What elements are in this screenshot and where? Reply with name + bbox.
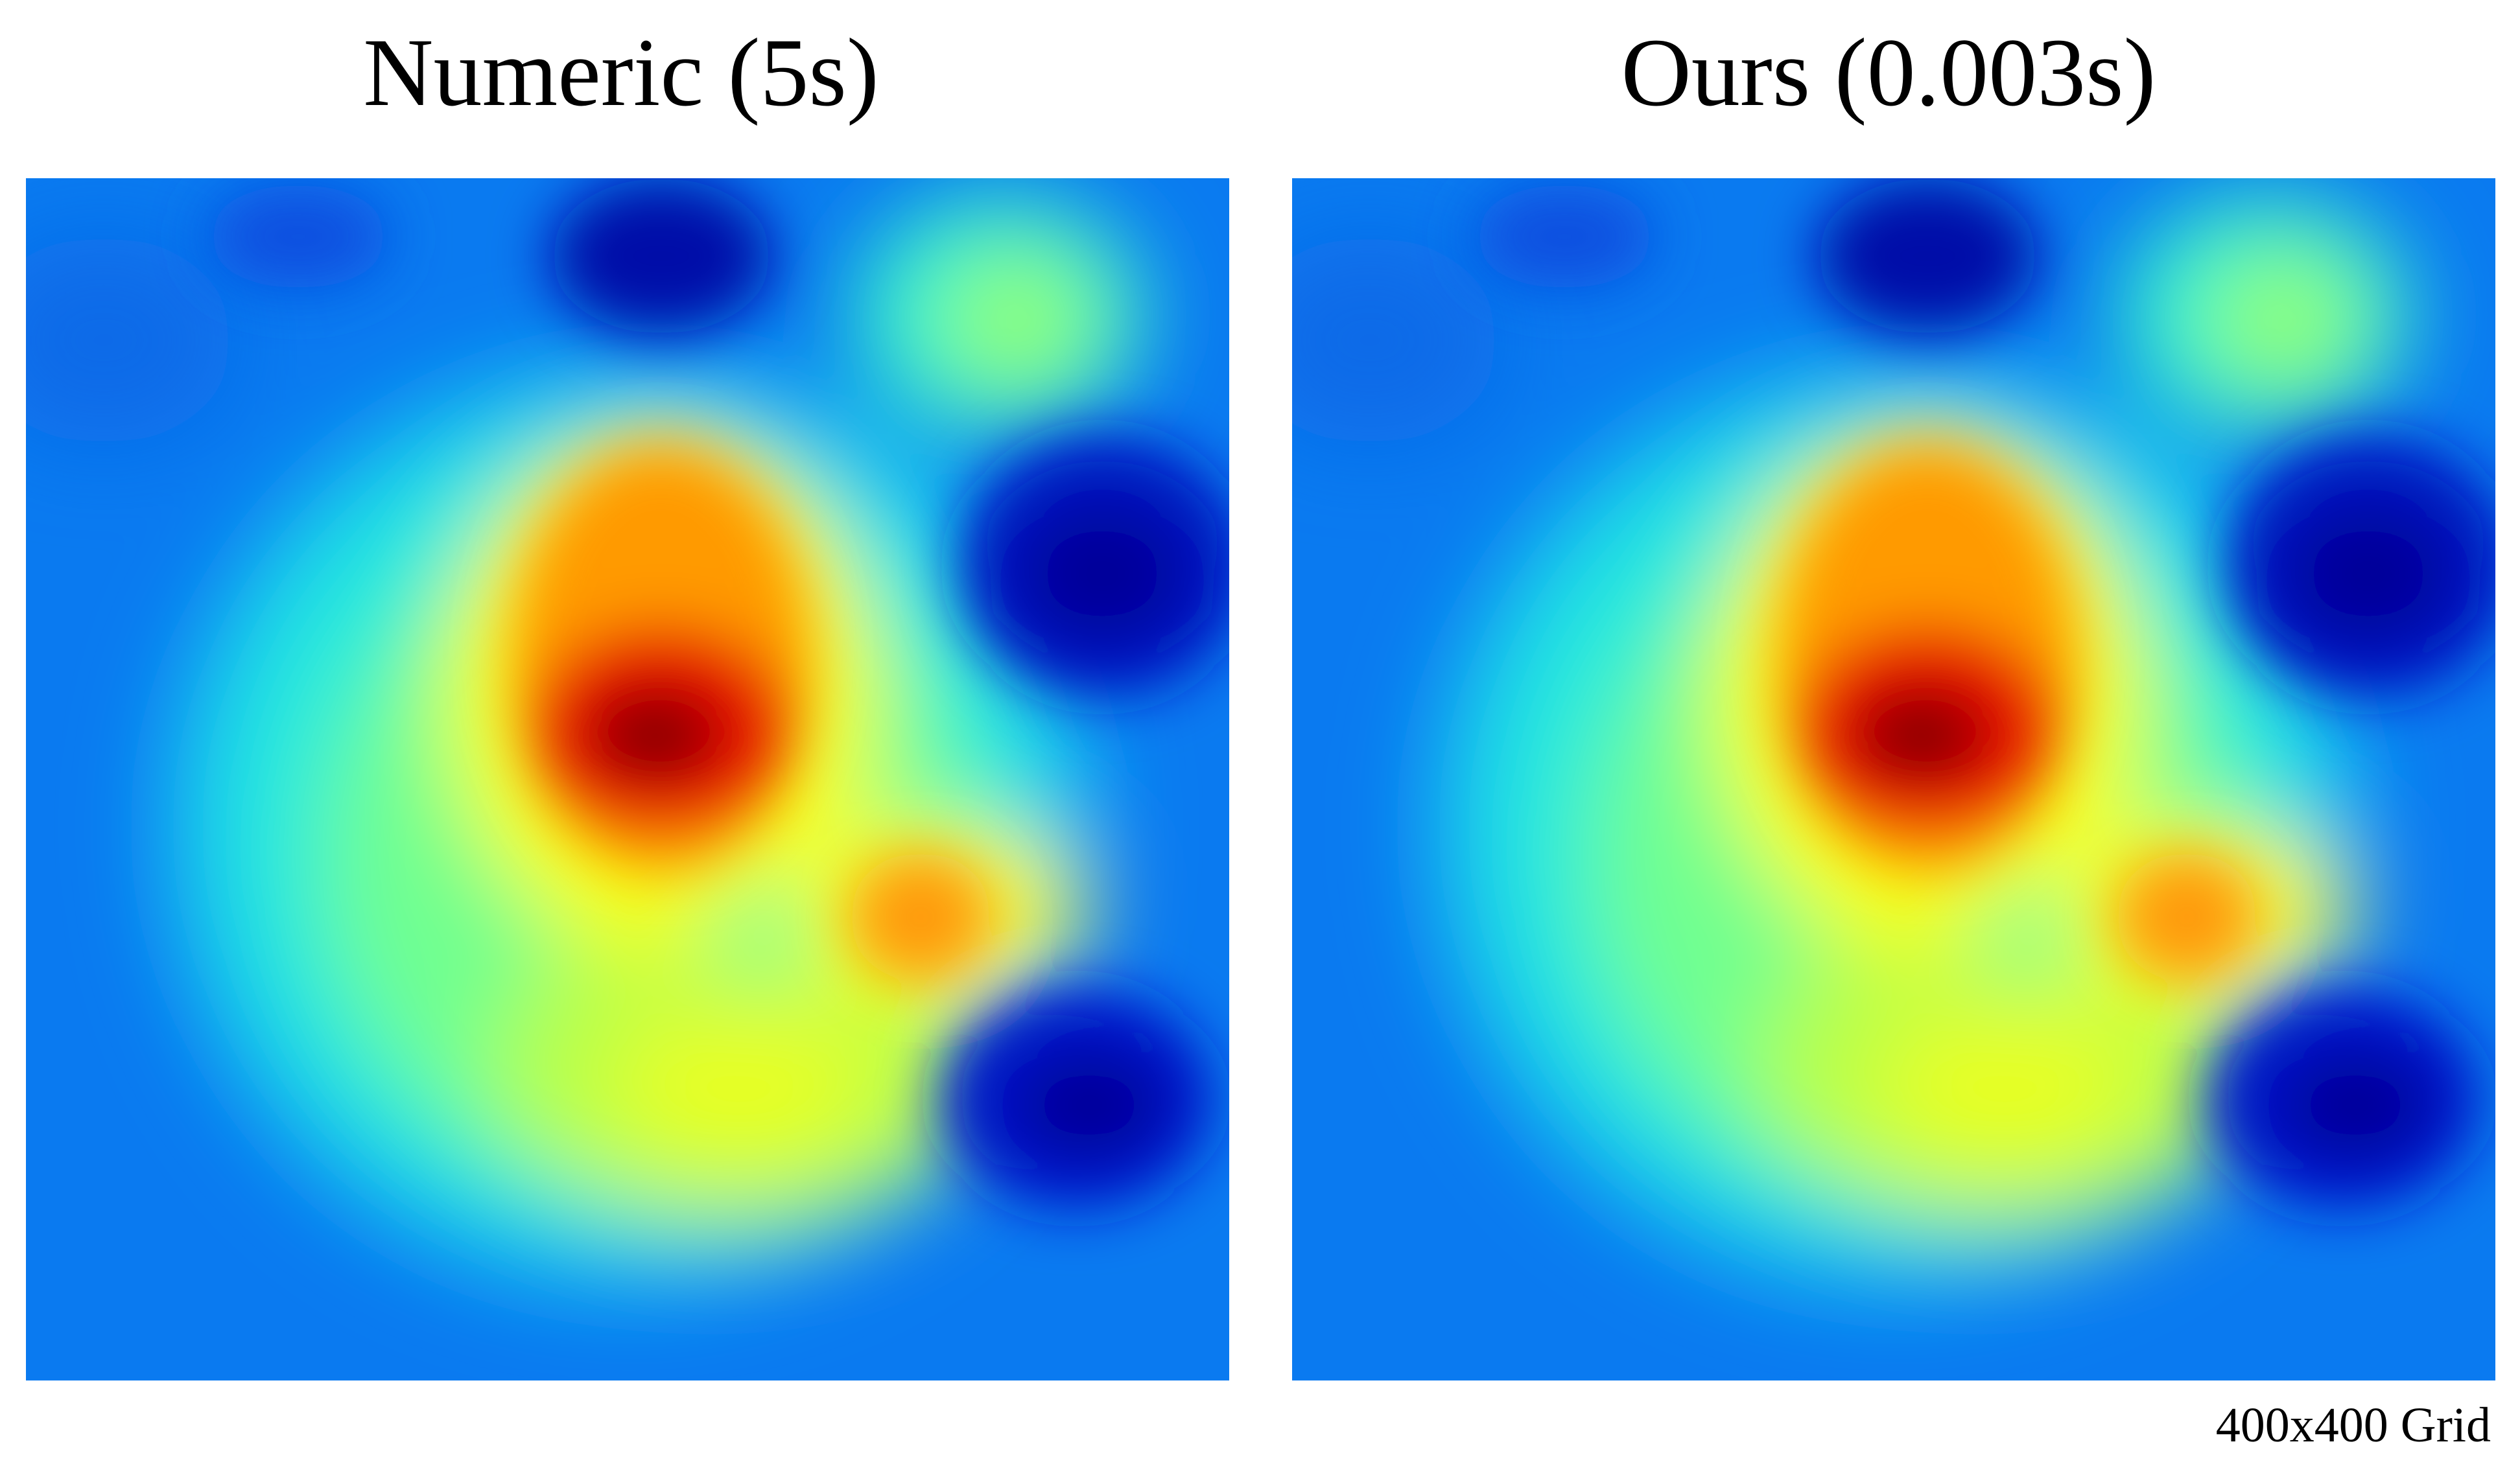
heatmap	[1240, 178, 2511, 1380]
heatmap	[0, 178, 1245, 1380]
panel-title: Ours (0.003s)	[1621, 19, 2156, 126]
panel-title: Numeric (5s)	[363, 19, 879, 126]
caption: 400x400 Grid	[2216, 1398, 2491, 1452]
